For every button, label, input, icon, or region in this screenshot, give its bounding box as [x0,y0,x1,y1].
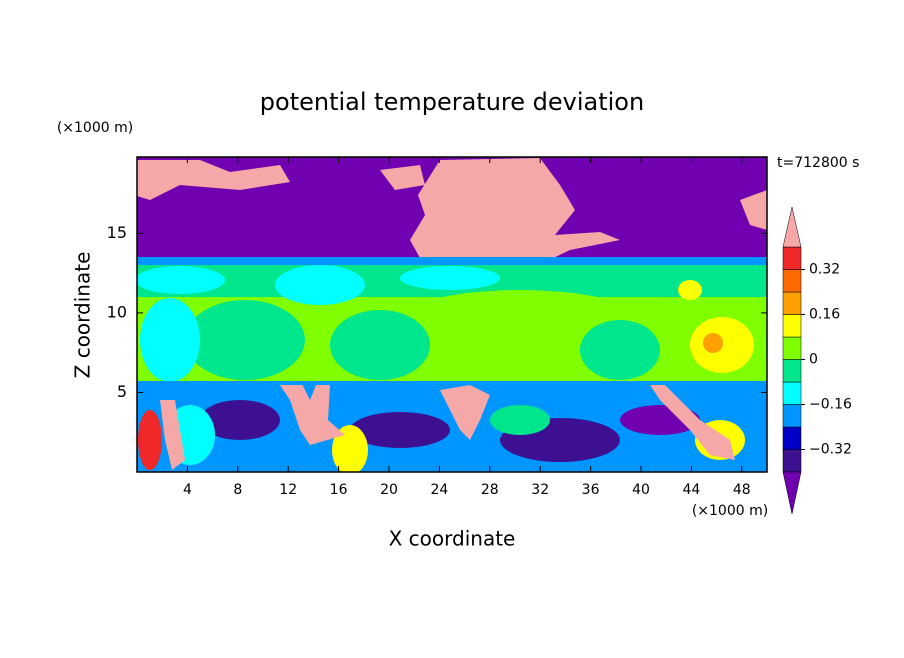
colorbar-segment [782,359,802,383]
contour-region [380,165,425,190]
colorbar-segment [782,426,802,450]
contour-region [440,385,490,440]
colorbar-segment [782,449,802,473]
contour-region [137,381,767,385]
colorbar-tick-label: −0.16 [809,397,852,413]
colorbar-segment [782,314,802,338]
contour-region [350,412,450,448]
x-tick-label: 36 [582,482,600,498]
colorbar-tick-label: −0.32 [809,442,852,458]
x-axis-label: X coordinate [389,527,516,551]
contour-region [400,266,500,290]
colorbar-tick-label: 0 [809,352,818,368]
x-tick-label: 12 [279,482,297,498]
x-tick-label: 44 [682,482,700,498]
contour-region [580,320,660,380]
colorbar-tick-label: 0.32 [809,262,840,278]
contour-region [740,190,767,230]
colorbar-extension-high [782,206,802,248]
y-tick-label: 10 [107,302,127,321]
contour-region [400,290,640,350]
x-tick-label: 40 [632,482,650,498]
x-tick-label: 24 [430,482,448,498]
contour-region [137,266,225,294]
x-tick-label: 20 [380,482,398,498]
contour-region [332,425,368,472]
contour-region [275,265,365,305]
x-tick-label: 8 [233,482,242,498]
chart-title: potential temperature deviation [260,88,644,116]
colorbar-segment [782,336,802,360]
contour-region [185,300,305,380]
contour-region [138,410,162,470]
colorbar-segment [782,269,802,293]
contour-region [490,405,550,435]
y-tick-label: 15 [107,223,127,242]
contour-field [137,157,767,472]
colorbar-segment [782,291,802,315]
x-tick-label: 28 [481,482,499,498]
contour-region [650,385,735,460]
contour-region [140,298,200,382]
colorbar-extension-low [782,471,802,515]
colorbar-segment [782,381,802,405]
plot-frame [136,156,768,473]
contour-region [703,333,723,353]
y-axis-label: Z coordinate [71,252,95,379]
colorbar-tick-label: 0.16 [809,307,840,323]
annotation: t=712800 s [777,155,859,171]
y-unit: (×1000 m) [57,120,133,136]
contour-region [137,160,290,200]
x-tick-label: 32 [531,482,549,498]
colorbar-segment [782,404,802,428]
contour-region [678,280,702,300]
y-tick-label: 5 [117,382,127,401]
contour-region [137,257,767,265]
colorbar-segment [782,246,802,270]
contour-region [280,380,345,445]
x-unit: (×1000 m) [692,503,768,519]
x-tick-label: 4 [183,482,192,498]
contour-region [330,310,430,380]
x-tick-label: 48 [733,482,751,498]
contour-region [200,400,280,440]
x-tick-label: 16 [330,482,348,498]
contour-region [160,400,185,470]
